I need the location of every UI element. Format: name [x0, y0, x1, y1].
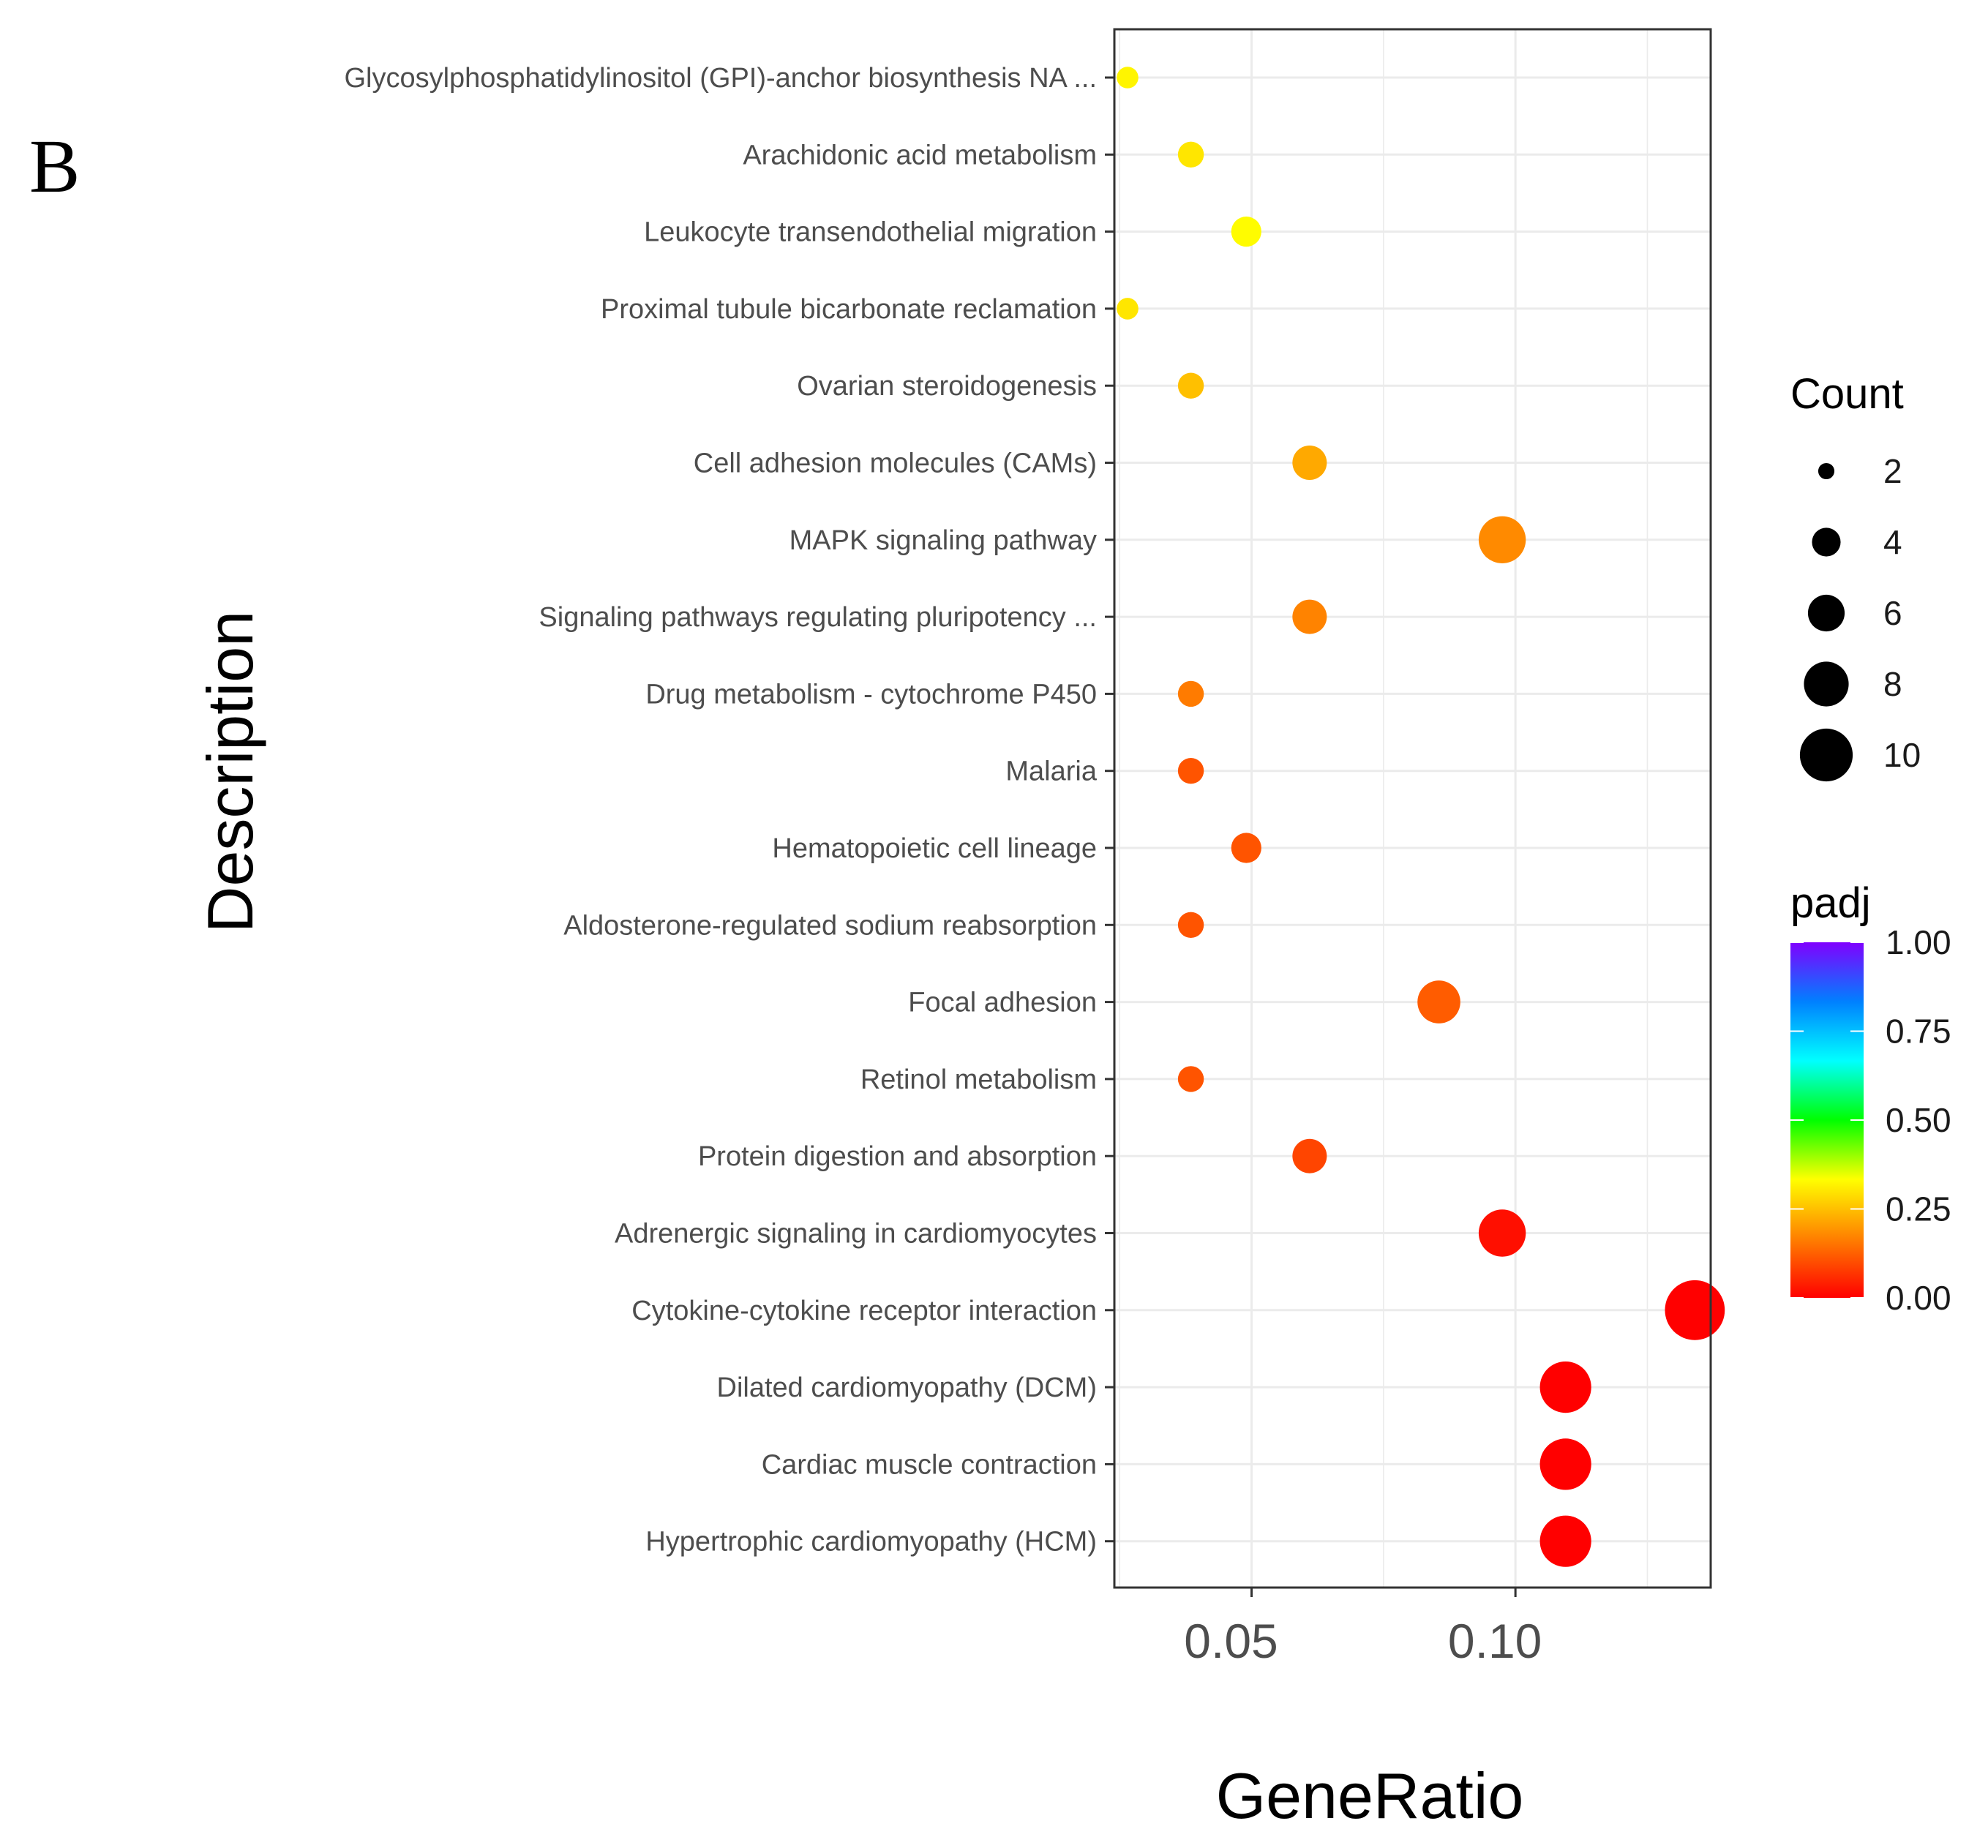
data-point [1177, 912, 1204, 939]
y-tick-label: Aldosterone-regulated sodium reabsorptio… [563, 910, 1097, 941]
data-point [1292, 446, 1327, 480]
data-point [1117, 298, 1139, 320]
y-tick-label: Malaria [1005, 756, 1097, 787]
legend-count-title: Count [1790, 370, 1904, 418]
y-tick-label: Adrenergic signaling in cardiomyocytes [615, 1219, 1097, 1250]
data-point [1177, 141, 1204, 168]
y-tick-label: Dilated cardiomyopathy (DCM) [717, 1372, 1098, 1403]
y-tick-label: Focal adhesion [908, 988, 1097, 1018]
legend-count-key [1799, 728, 1853, 782]
legend-count-key [1807, 594, 1845, 632]
legend-padj-label: 1.00 [1886, 923, 1951, 961]
x-tick-label: 0.05 [1184, 1614, 1278, 1668]
x-tick-label: 0.10 [1448, 1614, 1542, 1668]
data-point [1478, 516, 1526, 563]
data-points [1117, 67, 1725, 1567]
legend-padj-title: padj [1790, 879, 1871, 927]
data-point [1539, 1438, 1591, 1490]
y-tick-label: Protein digestion and absorption [698, 1141, 1097, 1172]
data-point [1177, 1066, 1204, 1092]
data-point [1177, 758, 1204, 784]
legend-padj: padj 1.00 0.75 0.50 0.25 0.00 [1790, 879, 1951, 1317]
y-tick-label: Leukocyte transendothelial migration [644, 217, 1097, 248]
legend-padj-label: 0.75 [1886, 1013, 1951, 1051]
data-point [1177, 680, 1204, 707]
y-tick-label: Retinol metabolism [860, 1064, 1097, 1095]
y-tick-label: Arachidonic acid metabolism [743, 140, 1097, 170]
y-tick-label: Ovarian steroidogenesis [797, 371, 1097, 402]
legend-padj-label: 0.00 [1886, 1279, 1951, 1317]
legend-count-label: 6 [1883, 594, 1902, 632]
legend-count-key [1804, 661, 1849, 707]
legend-count-label: 10 [1883, 736, 1921, 774]
data-point [1231, 833, 1261, 863]
y-tick-label: Proximal tubule bicarbonate reclamation [601, 294, 1097, 325]
data-point [1177, 372, 1204, 399]
legend-padj-label: 0.25 [1886, 1190, 1951, 1228]
y-tick-label: Signaling pathways regulating pluripoten… [539, 602, 1097, 633]
legend-count: Count 2 4 6 8 10 [1790, 370, 1921, 782]
x-axis-title: GeneRatio [1216, 1759, 1524, 1832]
grid-lines [1114, 29, 1711, 1588]
data-point [1292, 599, 1327, 634]
data-point [1117, 67, 1139, 89]
data-point [1292, 1138, 1327, 1173]
data-point [1478, 1209, 1526, 1257]
plot-panel-border [1113, 28, 1712, 1589]
panel-letter: B [29, 124, 80, 209]
x-axis: 0.05 0.10 [1184, 1588, 1542, 1668]
y-tick-label: MAPK signaling pathway [789, 525, 1097, 556]
y-axis: Glycosylphosphatidylinositol (GPI)-ancho… [344, 63, 1114, 1558]
legend-padj-label: 0.50 [1886, 1101, 1951, 1139]
data-point [1417, 980, 1460, 1023]
y-axis-title: Description [194, 611, 266, 933]
y-tick-label: Glycosylphosphatidylinositol (GPI)-ancho… [344, 63, 1097, 94]
legend-count-label: 4 [1883, 523, 1902, 561]
plot-panel-background [1114, 29, 1711, 1588]
legend-count-label: 8 [1883, 665, 1902, 703]
y-tick-label: Drug metabolism - cytochrome P450 [645, 679, 1097, 710]
y-tick-label: Cell adhesion molecules (CAMs) [694, 448, 1097, 479]
y-tick-label: Cytokine-cytokine receptor interaction [631, 1296, 1097, 1326]
plot-area [1113, 28, 1725, 1589]
legend-count-key [1812, 527, 1841, 557]
legend-count-label: 2 [1883, 452, 1902, 490]
y-tick-label: Hematopoietic cell lineage [772, 833, 1097, 864]
data-point [1539, 1361, 1591, 1413]
y-tick-label: Cardiac muscle contraction [762, 1449, 1097, 1480]
data-point [1539, 1515, 1591, 1567]
legend-count-key [1818, 462, 1835, 480]
data-point [1665, 1280, 1725, 1340]
y-tick-label: Hypertrophic cardiomyopathy (HCM) [645, 1527, 1097, 1558]
data-point [1231, 217, 1261, 247]
